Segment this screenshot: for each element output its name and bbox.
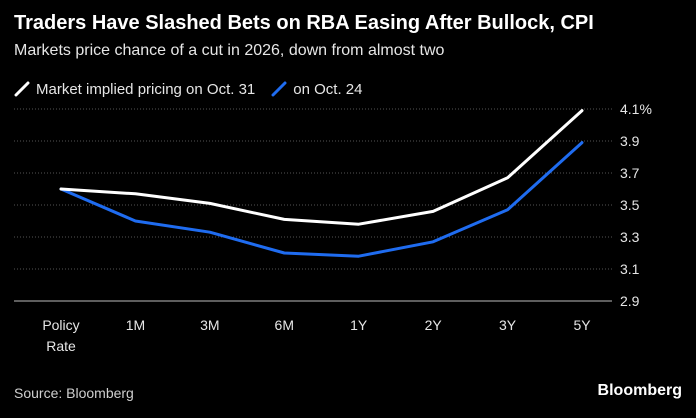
x-axis: Policy Rate 1M 3M 6M 1Y 2Y 3Y 5Y bbox=[42, 317, 591, 354]
legend-item-oct24: on Oct. 24 bbox=[271, 81, 362, 98]
y-tick-label-5: 3.9 bbox=[620, 133, 640, 149]
chart-subtitle: Markets price chance of a cut in 2026, d… bbox=[14, 42, 445, 59]
x-tick-label-2: 3M bbox=[200, 317, 219, 333]
y-tick-label-4: 3.7 bbox=[620, 165, 640, 181]
x-tick-label-0-0: Policy bbox=[42, 317, 79, 333]
y-tick-label-2: 3.3 bbox=[620, 229, 640, 245]
y-axis: 2.9 3.1 3.3 3.5 3.7 3.9 4.1% bbox=[620, 101, 652, 309]
x-tick-label-7: 5Y bbox=[573, 317, 591, 333]
y-tick-label-3: 3.5 bbox=[620, 197, 640, 213]
series-line-1 bbox=[59, 141, 584, 258]
x-tick-label-6: 3Y bbox=[499, 317, 517, 333]
bloomberg-logo: Bloomberg bbox=[597, 382, 682, 399]
series-lines bbox=[59, 109, 584, 258]
y-tick-label-6: 4.1% bbox=[620, 101, 652, 117]
legend-swatch-oct24-icon bbox=[271, 81, 287, 97]
y-tick-label-0: 2.9 bbox=[620, 293, 640, 309]
legend-label-oct24: on Oct. 24 bbox=[293, 80, 363, 98]
series-line-0 bbox=[59, 109, 584, 226]
legend-item-oct31: Market implied pricing on Oct. 31 bbox=[14, 81, 255, 98]
legend-swatch-oct31-icon bbox=[14, 81, 30, 97]
x-tick-label-5: 2Y bbox=[425, 317, 443, 333]
grid-lines bbox=[14, 108, 612, 302]
x-tick-label-1: 1M bbox=[126, 317, 145, 333]
x-tick-label-0-1: Rate bbox=[46, 338, 76, 354]
chart-title: Traders Have Slashed Bets on RBA Easing … bbox=[14, 12, 594, 34]
source-note: Source: Bloomberg bbox=[14, 385, 134, 401]
legend-label-oct31: Market implied pricing on Oct. 31 bbox=[36, 80, 256, 98]
chart-legend: Market implied pricing on Oct. 31 on Oct… bbox=[14, 78, 378, 100]
x-tick-label-3: 6M bbox=[275, 317, 294, 333]
x-tick-label-4: 1Y bbox=[350, 317, 368, 333]
y-tick-label-1: 3.1 bbox=[620, 261, 640, 277]
